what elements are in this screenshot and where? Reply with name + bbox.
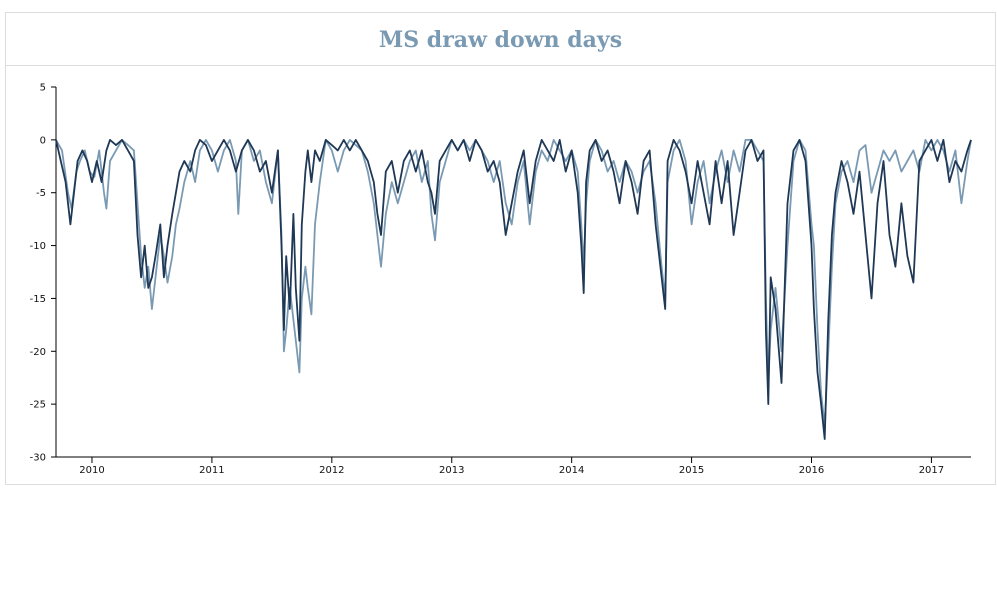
- x-tick-label: 2016: [799, 465, 824, 476]
- series-line-2: [55, 139, 972, 440]
- y-tick-label: -20: [30, 347, 46, 358]
- y-tick-label: -15: [30, 294, 46, 305]
- y-tick-label: 5: [40, 83, 46, 94]
- series-layer: [55, 139, 972, 440]
- x-tick-label: 2010: [79, 465, 104, 476]
- chart-title: MS draw down days: [378, 27, 623, 53]
- y-tick-label: -30: [30, 453, 46, 464]
- x-tick-label: 2013: [439, 465, 464, 476]
- y-tick-label: 0: [40, 135, 46, 146]
- x-tick-label: 2011: [199, 465, 224, 476]
- x-tick-label: 2017: [919, 465, 944, 476]
- y-tick-label: -25: [30, 400, 46, 411]
- y-tick-label: -5: [36, 188, 46, 199]
- series-line-1: [55, 139, 972, 427]
- x-tick-label: 2014: [559, 465, 584, 476]
- x-tick-label: 2012: [319, 465, 344, 476]
- axes: 5 0 -5 -10 -15 -20 -25 -30 2010 2011 2012 2013 2014 2…: [30, 83, 971, 476]
- y-tick-label: -10: [30, 241, 46, 252]
- x-tick-label: 2015: [679, 465, 704, 476]
- chart-header: MS draw down days: [6, 13, 995, 66]
